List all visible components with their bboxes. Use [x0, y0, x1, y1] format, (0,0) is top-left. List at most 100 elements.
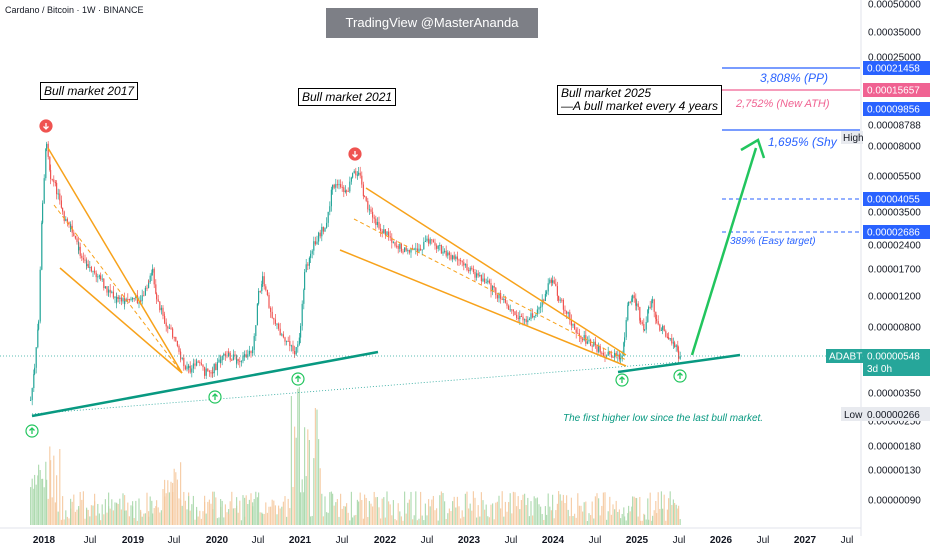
- x-tick-label: Jul: [673, 535, 686, 546]
- volume-bar: [624, 516, 626, 525]
- volume-bar: [100, 520, 102, 525]
- candle: [37, 329, 39, 348]
- volume-bar: [429, 506, 431, 525]
- candle: [569, 312, 571, 320]
- candle: [33, 374, 35, 389]
- volume-bar: [70, 498, 72, 525]
- candle: [82, 258, 84, 260]
- candle: [564, 309, 566, 312]
- candle: [399, 243, 401, 249]
- candle: [92, 270, 94, 272]
- volume-bar: [172, 492, 174, 525]
- candle: [298, 337, 300, 345]
- volume-bar: [647, 498, 649, 525]
- candle: [239, 360, 241, 363]
- candle: [672, 342, 674, 344]
- volume-bar: [54, 502, 56, 525]
- volume-bar: [90, 505, 92, 525]
- volume-bar: [221, 500, 223, 525]
- volume-bar: [194, 519, 196, 525]
- volume-bar: [593, 518, 595, 525]
- volume-bar: [188, 496, 190, 525]
- candle: [410, 248, 412, 253]
- candle: [528, 318, 530, 321]
- volume-bar: [261, 512, 263, 525]
- y-tick-label: 0.00005500: [868, 172, 921, 183]
- candle: [228, 351, 230, 354]
- candle: [602, 352, 604, 356]
- candle: [547, 283, 549, 292]
- y-tick-label: 0.00000130: [868, 466, 921, 477]
- candle: [656, 318, 658, 322]
- candle: [181, 357, 183, 359]
- volume-bar: [155, 506, 157, 525]
- volume-bar: [242, 495, 244, 525]
- volume-bar: [453, 496, 455, 525]
- volume-bar: [396, 520, 398, 525]
- volume-bar: [175, 472, 177, 525]
- candle: [81, 255, 83, 259]
- volume-bar: [627, 513, 629, 525]
- candle: [303, 289, 305, 304]
- candle: [471, 267, 473, 269]
- candle: [76, 238, 78, 243]
- candle: [567, 312, 569, 314]
- current-symbol-bg: [826, 349, 866, 363]
- candle: [148, 281, 150, 283]
- candle: [297, 344, 299, 348]
- candle: [429, 239, 431, 244]
- volume-bar: [471, 510, 473, 525]
- candle: [498, 293, 500, 299]
- volume-bar: [408, 499, 410, 525]
- volume-bar: [153, 508, 155, 525]
- volume-bar: [167, 480, 169, 525]
- candle: [655, 311, 657, 319]
- candle: [361, 175, 363, 185]
- volume-bar: [629, 511, 631, 525]
- candle: [615, 352, 617, 356]
- y-tick-label: 0.00000090: [868, 496, 921, 507]
- candle: [247, 354, 249, 358]
- candle: [416, 248, 418, 252]
- volume-bar: [68, 518, 70, 525]
- volume-bar: [500, 508, 502, 525]
- x-tick-label: 2021: [289, 535, 312, 546]
- x-tick-label: Jul: [252, 535, 265, 546]
- candle: [228, 351, 230, 357]
- candle: [43, 178, 45, 204]
- candle: [138, 302, 140, 304]
- volume-bar: [176, 479, 178, 525]
- candle: [492, 286, 494, 292]
- volume-bar: [532, 515, 534, 525]
- candle: [242, 355, 244, 362]
- candle: [46, 143, 48, 149]
- volume-bar: [124, 495, 126, 525]
- volume-bar: [397, 503, 399, 525]
- volume-bar: [569, 516, 571, 525]
- candle: [38, 321, 40, 330]
- volume-bars: [30, 387, 681, 525]
- candle: [353, 171, 355, 174]
- candle: [106, 286, 108, 293]
- y-tick-label: 0.00002400: [868, 241, 921, 252]
- volume-bar: [41, 478, 43, 525]
- volume-bar: [580, 505, 582, 525]
- candle: [469, 267, 471, 272]
- candle: [669, 338, 671, 340]
- x-tick-label: Jul: [505, 535, 518, 546]
- volume-bar: [524, 493, 526, 525]
- candle: [133, 297, 135, 299]
- candle: [51, 178, 53, 180]
- candle: [184, 366, 186, 370]
- volume-bar: [384, 517, 386, 525]
- volume-bar: [152, 513, 154, 525]
- candle: [349, 181, 351, 192]
- candle: [224, 353, 226, 356]
- candle: [266, 289, 268, 295]
- candle: [636, 303, 638, 306]
- annotation-bull-2017: Bull market 2017: [40, 82, 139, 100]
- volume-bar: [535, 498, 537, 525]
- volume-bar: [450, 511, 452, 525]
- volume-bar: [338, 516, 340, 525]
- candle: [30, 399, 32, 401]
